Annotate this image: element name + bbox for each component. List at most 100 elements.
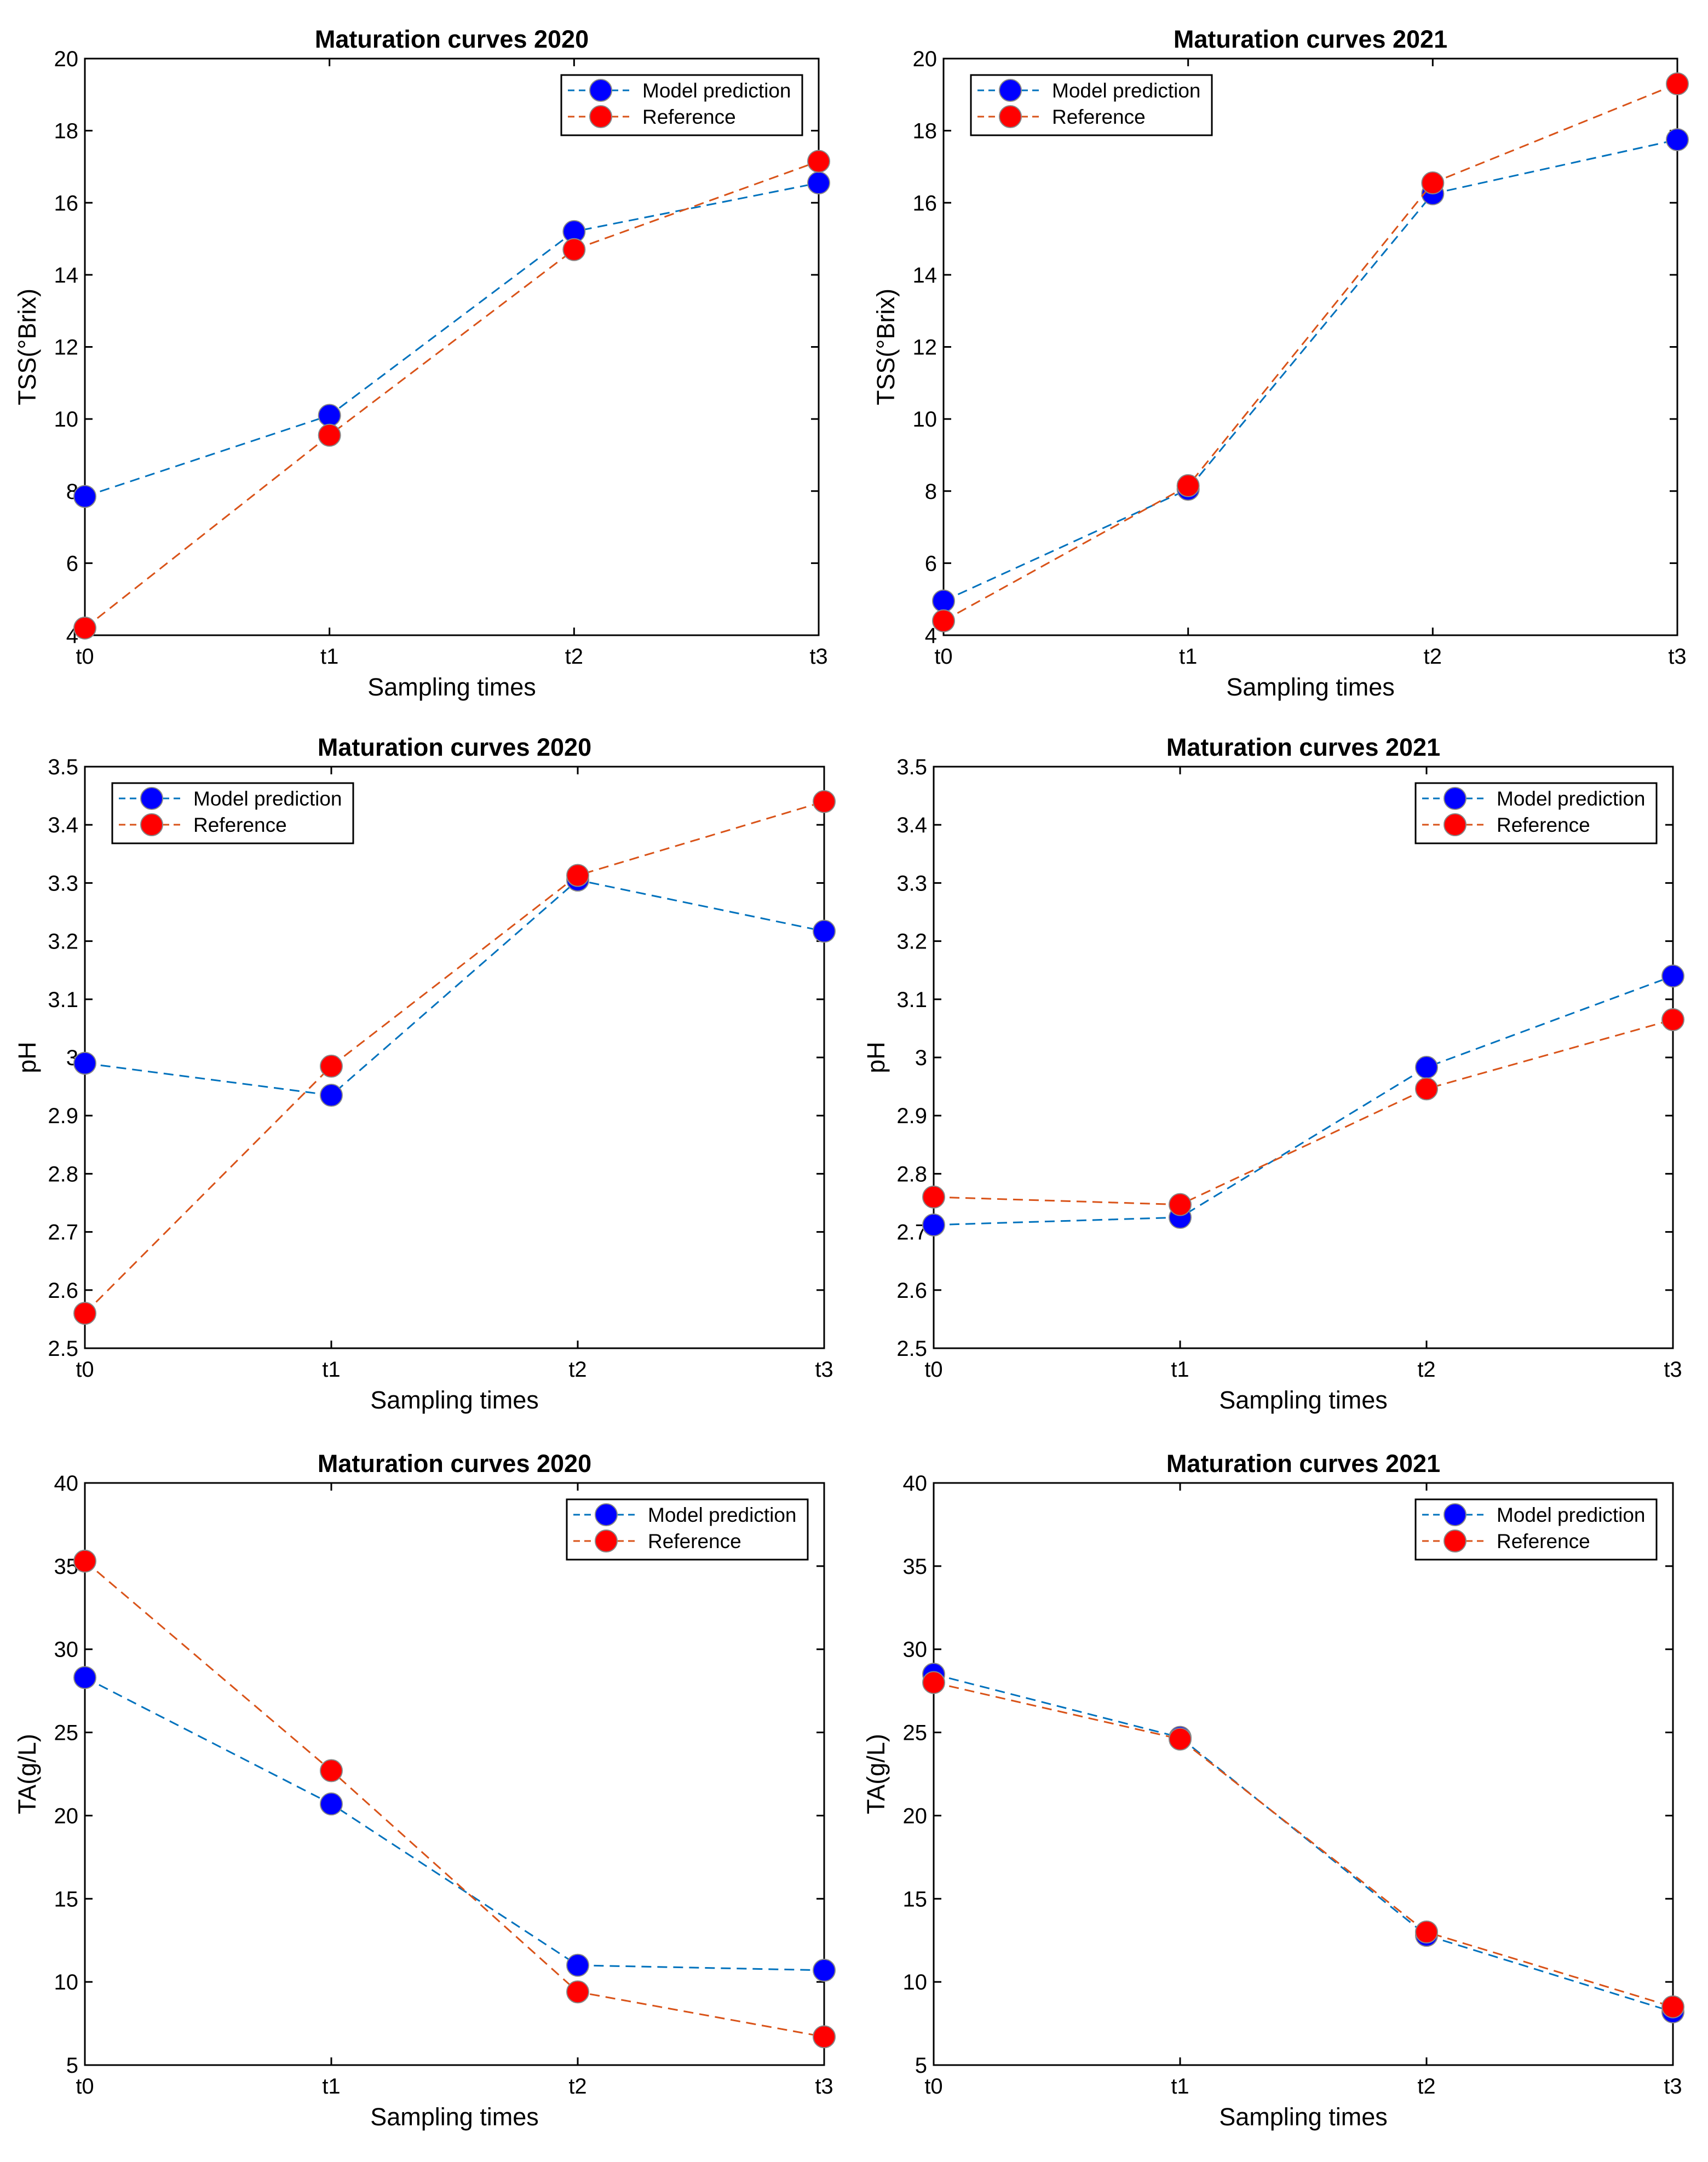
reference-point <box>1661 1995 1684 2019</box>
chart-panel-6: 5 10 15 20 25 30 35 40 t0 t1 t2 t3 Maturation curves… <box>862 1450 1684 2131</box>
x-tick-label: t0 <box>934 645 952 669</box>
plot-area <box>933 1482 1674 2066</box>
legend: Model prediction Reference <box>1414 1498 1658 1561</box>
legend-label-model: Model prediction <box>193 787 342 810</box>
x-tick-label: t1 <box>1171 1358 1189 1382</box>
reference-point <box>318 423 341 447</box>
x-tick-label: t0 <box>924 2074 942 2098</box>
legend-label-model: Model prediction <box>1497 1504 1645 1526</box>
x-tick-label: t1 <box>322 2074 340 2098</box>
legend: Model prediction Reference <box>566 1498 809 1561</box>
chart-title: Maturation curves 2021 <box>1166 733 1440 761</box>
plot-area <box>84 1482 825 2066</box>
x-tick-label: t0 <box>76 1358 94 1382</box>
model-point <box>1666 128 1689 152</box>
y-tick-label: 3.4 <box>896 813 927 837</box>
model-point <box>1661 964 1684 988</box>
y-tick-label: 2.9 <box>48 1104 78 1128</box>
reference-point <box>922 1185 945 1209</box>
reference-point <box>562 238 586 261</box>
model-point <box>922 1213 945 1237</box>
x-tick-label: t3 <box>815 1358 833 1382</box>
x-axis-label: Sampling times <box>1226 673 1395 701</box>
chart-panel-4: 2.5 2.6 2.7 2.8 2.9 3 3.1 3.2 3.3 3.4 3.5 t0 t1 t2 t3 M… <box>862 733 1684 1414</box>
y-tick-label: 15 <box>903 1887 928 1911</box>
x-axis-label: Sampling times <box>370 2103 539 2131</box>
series-line-model <box>84 182 819 498</box>
y-tick-label: 10 <box>903 1970 928 1994</box>
reference-point <box>320 1759 343 1783</box>
reference-point <box>813 2025 836 2049</box>
y-axis-label: pH <box>862 1042 890 1073</box>
y-tick-label: 3.4 <box>48 813 78 837</box>
y-tick-label: 18 <box>54 119 79 143</box>
legend: Model prediction Reference <box>111 782 354 844</box>
model-point <box>318 404 341 427</box>
model-point <box>320 1084 343 1107</box>
legend-marker-model <box>595 1503 618 1526</box>
y-tick-label: 3.2 <box>48 930 78 954</box>
y-tick-label: 30 <box>903 1638 928 1662</box>
y-tick-label: 2.5 <box>48 1337 78 1361</box>
y-axis-label: TSS(°Brix) <box>13 289 41 405</box>
x-tick-label: t2 <box>568 1358 586 1382</box>
legend: Model prediction Reference <box>560 74 803 136</box>
x-tick-label: t0 <box>76 645 94 669</box>
model-point <box>807 171 830 195</box>
reference-point <box>73 1549 96 1573</box>
model-point <box>320 1792 343 1816</box>
y-tick-label: 14 <box>913 263 938 288</box>
legend-marker-reference <box>140 813 163 836</box>
reference-point <box>1661 1008 1684 1031</box>
legend-label-model: Model prediction <box>642 79 791 102</box>
y-axis-label: TA(g/L) <box>862 1734 890 1814</box>
y-tick-label: 3.2 <box>896 930 927 954</box>
y-tick-label: 5 <box>66 2054 78 2078</box>
legend-label-reference: Reference <box>648 1530 741 1553</box>
legend-label-reference: Reference <box>1497 1530 1590 1553</box>
x-tick-label: t0 <box>924 1358 942 1382</box>
legend-label-model: Model prediction <box>648 1504 796 1526</box>
model-point <box>73 485 96 508</box>
x-tick-label: t3 <box>815 2074 833 2098</box>
series-line-model <box>84 879 825 1096</box>
legend-label-reference: Reference <box>1052 106 1146 128</box>
legend-marker-reference <box>1444 813 1467 836</box>
y-axis-label: TSS(°Brix) <box>872 289 900 405</box>
x-tick-label: t2 <box>568 2074 586 2098</box>
reference-point <box>1169 1193 1192 1216</box>
y-tick-label: 2.7 <box>896 1221 927 1245</box>
y-tick-label: 6 <box>66 551 78 576</box>
legend-marker-reference <box>595 1530 618 1553</box>
model-point <box>813 1958 836 1982</box>
legend-label-reference: Reference <box>193 814 287 836</box>
reference-point <box>922 1671 945 1694</box>
model-point <box>73 1666 96 1689</box>
x-tick-label: t3 <box>1664 1358 1682 1382</box>
y-tick-label: 10 <box>54 407 79 432</box>
y-axis-label: pH <box>13 1042 41 1073</box>
series-line-model <box>933 975 1674 1226</box>
y-tick-label: 3.3 <box>896 871 927 895</box>
x-axis-label: Sampling times <box>367 673 536 701</box>
y-tick-label: 16 <box>54 191 79 215</box>
plot-area <box>933 766 1674 1349</box>
y-tick-label: 3.1 <box>48 988 78 1012</box>
reference-point <box>1415 1921 1438 1944</box>
y-tick-label: 12 <box>913 336 938 360</box>
y-tick-label: 2.7 <box>48 1221 78 1245</box>
reference-point <box>73 1302 96 1325</box>
y-tick-label: 3.1 <box>896 988 927 1012</box>
reference-point <box>566 1980 589 2004</box>
y-tick-label: 10 <box>913 407 938 432</box>
y-tick-label: 20 <box>54 47 79 71</box>
chart-title: Maturation curves 2020 <box>318 1450 591 1477</box>
reference-point <box>1176 474 1200 497</box>
y-tick-label: 2.9 <box>896 1104 927 1128</box>
y-tick-label: 6 <box>925 551 937 576</box>
y-tick-label: 3.3 <box>48 871 78 895</box>
plot-area <box>84 766 825 1349</box>
legend-marker-model <box>1444 1503 1467 1526</box>
